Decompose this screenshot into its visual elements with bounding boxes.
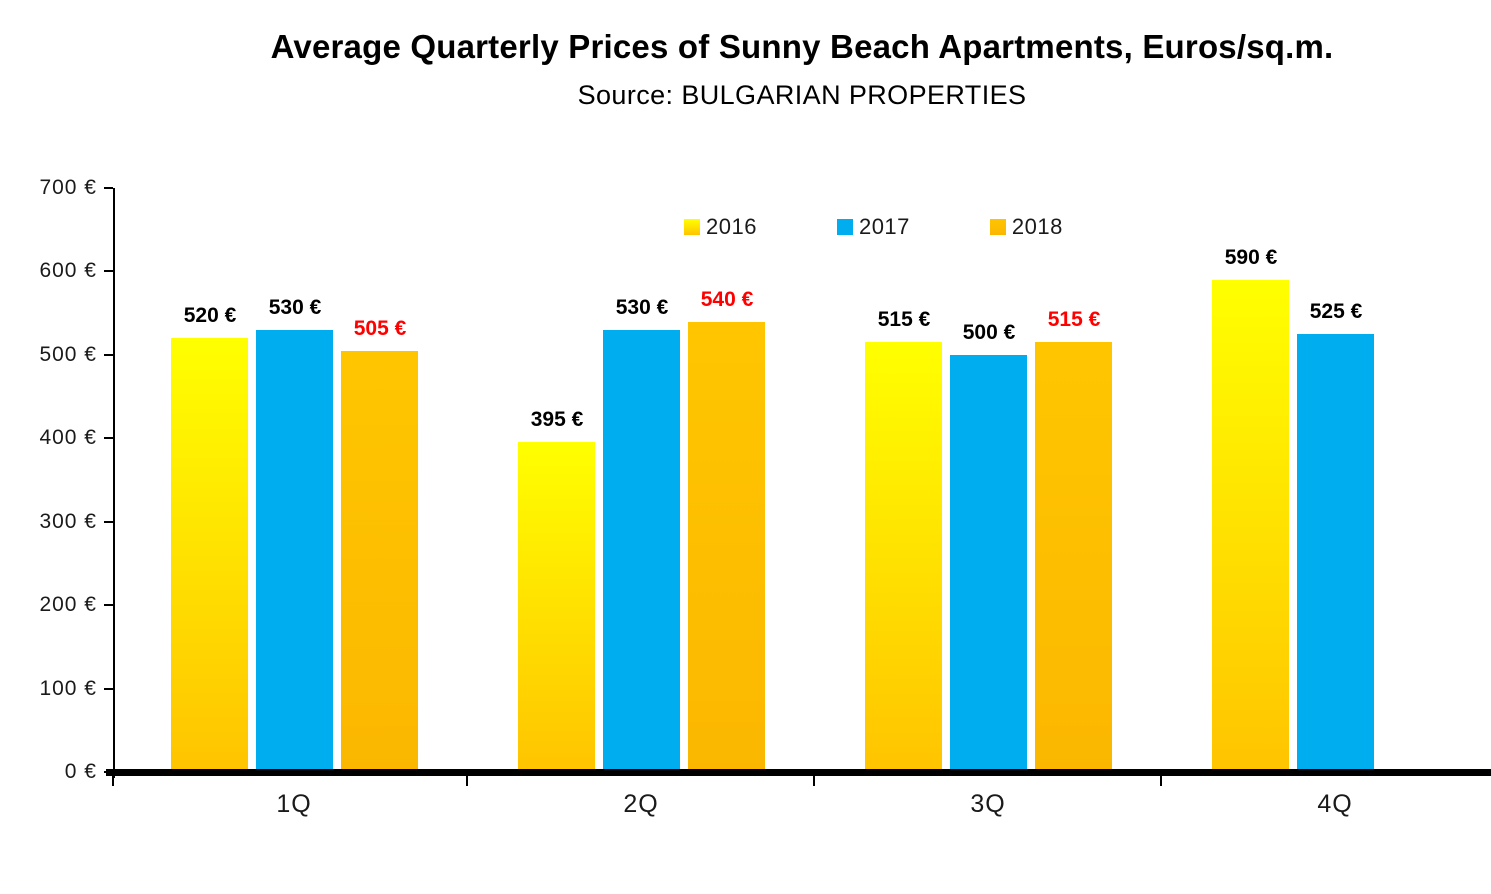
bar-value-label-2018-2Q: 540 € — [700, 287, 754, 311]
bar-value-label-2016-1Q: 520 € — [183, 304, 237, 328]
bar-2017-4Q — [1297, 334, 1374, 772]
bar-2016-4Q — [1212, 279, 1289, 772]
bar-2018-1Q — [341, 350, 418, 772]
bar-value-label-2018-1Q: 505 € — [353, 316, 407, 340]
x-axis-category-label-3Q: 3Q — [970, 790, 1006, 818]
legend: 2016 2017 2018 — [684, 214, 1063, 240]
legend-label: 2016 — [706, 214, 757, 239]
y-axis-tick-label: 600 € — [39, 259, 97, 283]
x-axis-category-label-2Q: 2Q — [623, 790, 659, 818]
bar-2017-3Q — [950, 354, 1027, 772]
legend-swatch-icon — [836, 219, 853, 235]
y-axis-tick — [104, 187, 113, 189]
x-axis-tick — [1160, 775, 1162, 786]
bar-value-label-2017-1Q: 530 € — [268, 295, 322, 319]
bar-value-label-2016-2Q: 395 € — [530, 408, 584, 432]
y-axis-tick — [104, 270, 113, 273]
x-axis — [106, 769, 1491, 776]
y-axis-tick-label: 0 € — [64, 760, 97, 783]
legend-entry-2017: 2017 — [836, 214, 910, 240]
y-axis — [113, 188, 115, 778]
y-axis-tick-label: 700 € — [39, 176, 97, 199]
bar-value-label-2016-3Q: 515 € — [877, 308, 931, 332]
y-axis-tick — [104, 687, 113, 690]
chart-title: Average Quarterly Prices of Sunny Beach … — [270, 28, 1334, 65]
bar-2017-2Q — [603, 329, 680, 772]
plot-area: 0 € 100 € 200 € 300 € 400 € 500 € 600 € 700 € 1Q… — [39, 176, 1491, 818]
bar-2018-2Q — [688, 321, 765, 772]
x-axis-category-label-1Q: 1Q — [276, 790, 312, 818]
y-axis-tick — [104, 437, 113, 440]
bar-value-label-2018-3Q: 515 € — [1047, 308, 1101, 332]
bar-2018-3Q — [1035, 342, 1112, 772]
legend-label: 2018 — [1011, 214, 1063, 239]
legend-swatch-icon — [989, 219, 1006, 235]
y-axis-tick — [104, 353, 113, 356]
x-axis-tick — [112, 775, 114, 786]
bar-value-label-2017-3Q: 500 € — [962, 320, 1016, 344]
y-axis-tick-label: 400 € — [39, 426, 97, 450]
x-axis-tick — [466, 775, 468, 786]
bar-value-label-2017-2Q: 530 € — [615, 295, 669, 319]
legend-entry-2016: 2016 — [684, 214, 757, 240]
x-axis-tick — [813, 775, 815, 786]
bar-value-label-2016-4Q: 590 € — [1224, 245, 1278, 269]
bar-value-label-2017-4Q: 525 € — [1309, 300, 1363, 323]
legend-entry-2018: 2018 — [989, 214, 1063, 240]
chart-subtitle: Source: BULGARIAN PROPERTIES — [577, 80, 1027, 110]
y-axis-tick-label: 300 € — [39, 509, 97, 533]
y-axis-tick-label: 200 € — [39, 593, 97, 617]
y-axis-tick-label: 100 € — [39, 676, 97, 700]
y-axis-tick — [104, 604, 113, 607]
legend-swatch-icon — [684, 219, 700, 235]
y-axis-tick-label: 500 € — [39, 342, 97, 366]
bar-2017-1Q — [256, 329, 333, 772]
bar-2016-1Q — [171, 338, 248, 772]
y-axis-tick — [104, 520, 113, 523]
legend-label: 2017 — [858, 214, 910, 239]
bar-2016-3Q — [865, 342, 942, 772]
x-axis-category-label-4Q: 4Q — [1317, 790, 1353, 818]
bar-2016-2Q — [518, 442, 595, 772]
